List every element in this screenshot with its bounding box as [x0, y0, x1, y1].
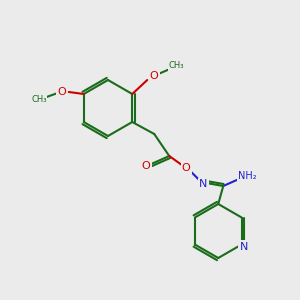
- Text: N: N: [239, 242, 248, 251]
- Text: O: O: [142, 161, 151, 171]
- Text: O: O: [182, 163, 190, 173]
- Text: O: O: [150, 71, 159, 81]
- Text: CH₃: CH₃: [169, 61, 184, 70]
- Text: N: N: [199, 179, 207, 189]
- Text: O: O: [57, 87, 66, 97]
- Text: CH₃: CH₃: [31, 95, 46, 104]
- Text: NH₂: NH₂: [238, 171, 256, 181]
